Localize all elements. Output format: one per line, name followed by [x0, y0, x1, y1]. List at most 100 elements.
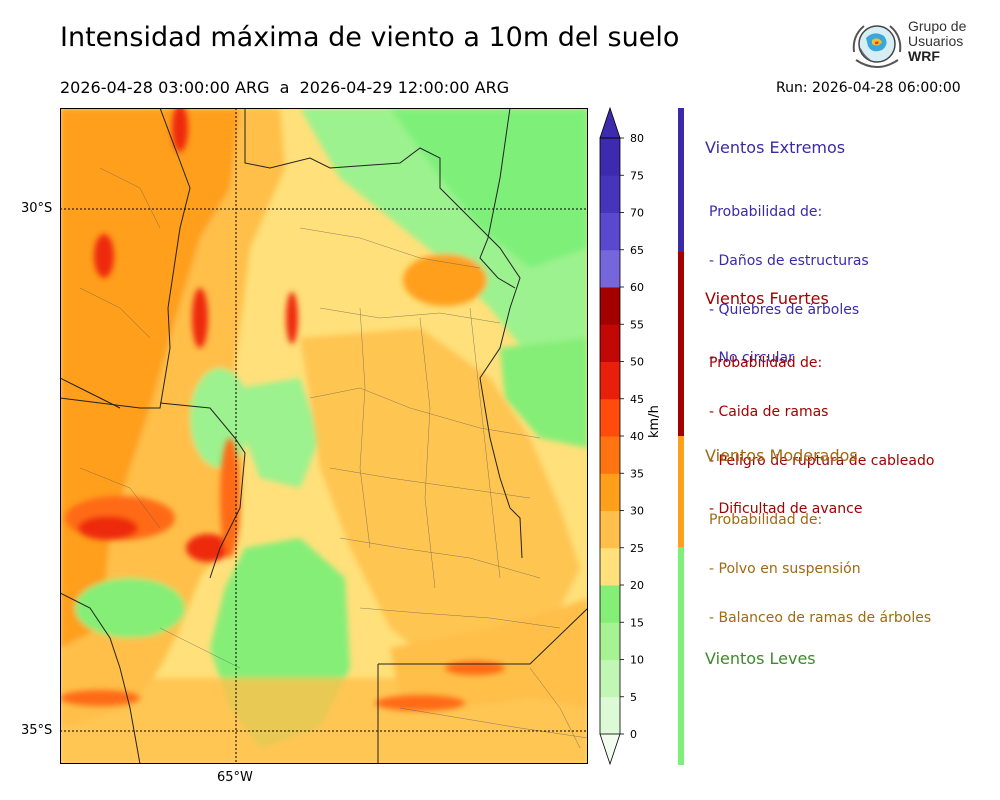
orange-streak-southwest: [60, 690, 140, 706]
dept-line-4: [329, 467, 531, 499]
category-moderate-details: Probabilidad de: - Polvo en suspensión -…: [709, 480, 931, 642]
colorbar-band: [600, 249, 620, 288]
colorbar-band: [600, 361, 620, 400]
legend-bar-light: [678, 547, 684, 765]
category-extreme-title: Vientos Extremos: [705, 138, 846, 157]
colorbar-tick-label: 55: [630, 318, 644, 331]
dept-line-11: [79, 287, 151, 339]
red-spot-top: [172, 108, 188, 152]
map-frame: [60, 108, 588, 764]
dept-line-9: [469, 307, 501, 579]
red-core-west: [78, 516, 138, 540]
colorbar-band: [600, 398, 620, 437]
forecast-period: 2026-04-28 03:00:00 ARG a 2026-04-29 12:…: [60, 78, 510, 97]
orange-streak-southeast: [445, 661, 505, 675]
province-border-3: [244, 108, 523, 559]
dept-line-5: [339, 537, 541, 579]
colorbar-band: [600, 622, 620, 660]
category-extreme-item: - Daños de estructuras: [709, 253, 869, 270]
category-light-title: Vientos Leves: [705, 649, 816, 668]
category-moderate-item: - Polvo en suspensión: [709, 561, 861, 578]
colorbar-band: [600, 547, 620, 586]
colorbar-tick-label: 20: [630, 579, 644, 592]
colorbar-tick-label: 5: [630, 691, 637, 704]
red-spot-center-west: [186, 534, 230, 562]
red-spot-north: [192, 288, 208, 348]
colorbar: 0 5 10 15 20 25 30 35 40 45 50 55 60 65 70 75 80: [596, 104, 656, 774]
category-strong-item: - Caida de ramas: [709, 404, 829, 421]
logo-line-1: Grupo de: [908, 18, 967, 34]
dept-line-14: [399, 707, 588, 739]
category-moderate-item: - Balanceo de ramas de árboles: [709, 609, 932, 626]
dept-line-2: [319, 307, 501, 324]
category-extreme-intro: Probabilidad de:: [709, 204, 823, 221]
colorbar-band: [600, 287, 620, 325]
colorbar-band: [600, 510, 620, 549]
colorbar-tick-label: 45: [630, 393, 644, 406]
orange-patch-northeast: [403, 254, 487, 306]
category-strong-title: Vientos Fuertes: [705, 289, 829, 308]
colorbar-tick-label: 10: [630, 654, 644, 667]
logo-line-3: WRF: [908, 48, 940, 64]
dept-line-1: [299, 227, 481, 269]
colorbar-band: [600, 175, 620, 213]
province-border-8: [60, 377, 121, 409]
legend-bar-moderate: [678, 436, 684, 547]
dept-line-13: [159, 627, 241, 669]
category-moderate-intro: Probabilidad de:: [709, 512, 823, 529]
dept-line-10: [99, 167, 161, 229]
lat-label-30s: 30°S: [21, 201, 53, 216]
lightorange-strip-south: [60, 678, 588, 764]
dept-line-12: [79, 467, 161, 529]
green-patch-west: [190, 368, 250, 468]
dept-line-15: [529, 667, 581, 749]
colorbar-extend-low: [599, 733, 621, 766]
colorbar-tick-label: 70: [630, 207, 644, 220]
colorbar-band: [600, 696, 620, 735]
lon-label-65w: 65°W: [217, 770, 253, 785]
map-title: Intensidad máxima de viento a 10m del su…: [60, 22, 680, 53]
red-spot-ridge: [286, 292, 298, 344]
category-strong-item: - Peligro de ruptura de cableado: [709, 452, 935, 469]
colorbar-tick-label: 35: [630, 467, 644, 480]
colorbar-band: [600, 436, 620, 474]
colorbar-tick-label: 65: [630, 244, 644, 257]
lat-label-35s: 35°S: [21, 723, 53, 738]
province-border-1: [60, 108, 191, 409]
lightgreen-zone-northeast: [390, 108, 588, 268]
orange-streak-south: [375, 695, 465, 711]
colorbar-band: [600, 138, 620, 176]
colorbar-tick-label: 75: [630, 169, 644, 182]
colorbar-band: [600, 473, 620, 511]
red-spot-northwest: [94, 234, 114, 278]
province-border-7: [60, 592, 141, 764]
colorbar-tick-label: 0: [630, 728, 637, 741]
colorbar-unit: km/h: [647, 405, 662, 438]
dept-line-6: [359, 607, 561, 629]
colorbar-extend-high: [599, 106, 621, 139]
colorbar-band: [600, 659, 620, 698]
colorbar-graphic: 0 5 10 15 20 25 30 35 40 45 50 55 60 65 70 75 80: [599, 106, 644, 766]
orange-ridge-streak: [220, 438, 240, 558]
colorbar-band: [600, 212, 620, 251]
category-strong-details: Probabilidad de: - Caida de ramas - Peli…: [709, 323, 934, 534]
legend-bar-extreme: [678, 108, 684, 252]
wind-map: [60, 108, 588, 764]
globe-icon: [852, 25, 902, 68]
colorbar-tick-label: 30: [630, 505, 644, 518]
green-zone-north-center: [240, 378, 320, 488]
category-extreme-item: - Quiebres de árboles: [709, 301, 860, 318]
colorbar-band: [600, 324, 620, 362]
colorbar-tick-label: 60: [630, 281, 644, 294]
lightorange-zone-center: [300, 328, 580, 668]
colorbar-tick-label: 15: [630, 616, 644, 629]
wind-map-canvas: [60, 108, 588, 764]
province-border-5: [378, 607, 588, 665]
colorbar-tick-label: 25: [630, 542, 644, 555]
dept-line-8: [419, 317, 436, 589]
colorbar-band: [600, 585, 620, 623]
colorbar-tick-label: 40: [630, 430, 644, 443]
dept-line-3: [309, 387, 541, 439]
category-extreme-item: - No circular: [709, 350, 794, 367]
colorbar-tick-label: 80: [630, 132, 644, 145]
